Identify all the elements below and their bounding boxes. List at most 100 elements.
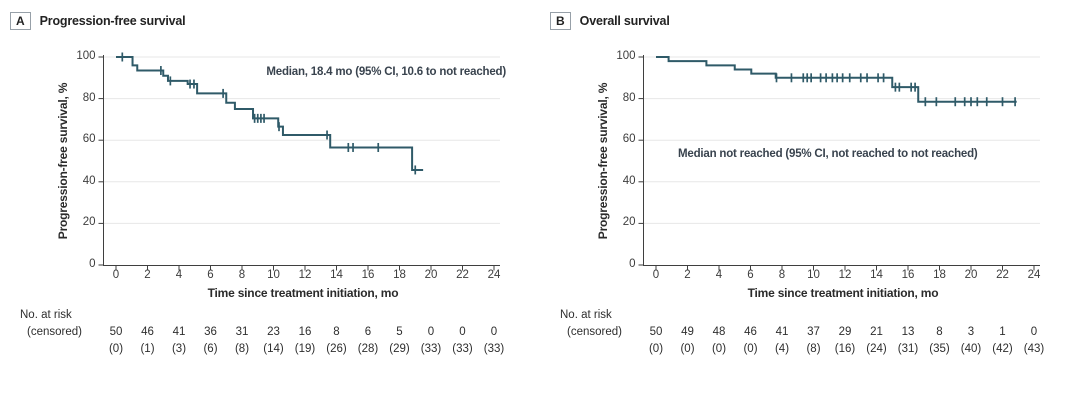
censored-count: (31) <box>897 343 919 355</box>
censored-count: (8) <box>234 343 250 355</box>
at-risk-count: 41 <box>775 326 789 338</box>
y-tick-label: 0 <box>629 258 636 270</box>
censored-count: (14) <box>263 343 284 355</box>
censored-count: (26) <box>326 343 347 355</box>
survival-curve <box>116 56 424 171</box>
x-tick-label: 8 <box>778 269 786 281</box>
censored-count: (33) <box>452 343 473 355</box>
censored-count: (43) <box>1023 343 1045 355</box>
x-tick-label: 8 <box>238 269 246 281</box>
y-tick-label: 80 <box>622 91 636 104</box>
at-risk-count: 50 <box>109 326 123 338</box>
x-tick-label: 24 <box>487 269 501 281</box>
x-tick-label: 4 <box>715 269 723 281</box>
x-tick-label: 16 <box>901 269 915 281</box>
y-tick-label: 60 <box>82 133 96 146</box>
at-risk-count: 16 <box>298 326 312 338</box>
censored-count: (33) <box>483 343 505 355</box>
panel-letter-badge: B <box>550 12 571 30</box>
censored-count: (16) <box>834 343 856 355</box>
censored-count: (35) <box>929 343 950 355</box>
at-risk-count: 29 <box>838 326 852 338</box>
risk-table-header: No. at risk <box>20 309 72 321</box>
at-risk-count: 8 <box>333 326 340 338</box>
x-tick-label: 20 <box>964 269 978 281</box>
at-risk-count: 48 <box>712 326 726 338</box>
x-tick-label: 12 <box>838 269 852 281</box>
at-risk-count: 37 <box>807 326 820 338</box>
x-axis-title: Time since treatment initiation, mo <box>207 286 399 300</box>
censored-count: (40) <box>960 343 982 355</box>
x-tick-label: 2 <box>684 269 691 281</box>
y-tick-label: 40 <box>82 174 96 187</box>
at-risk-count: 0 <box>427 326 435 338</box>
censored-count: (0) <box>711 343 727 355</box>
censored-count: (4) <box>774 343 790 355</box>
panel-title: Progression-free survival <box>39 14 186 28</box>
x-axis-title: Time since treatment initiation, mo <box>747 286 939 300</box>
x-tick-label: 6 <box>207 269 214 281</box>
x-tick-label: 14 <box>870 269 883 281</box>
x-tick-label: 16 <box>361 269 375 281</box>
at-risk-count: 0 <box>490 326 498 338</box>
censored-count: (19) <box>294 343 316 355</box>
at-risk-count: 1 <box>999 326 1006 338</box>
censored-count: (29) <box>389 343 410 355</box>
at-risk-count: 0 <box>459 326 466 338</box>
y-tick-label: 20 <box>82 216 96 229</box>
at-risk-count: 8 <box>936 326 943 338</box>
median-annotation: Median, 18.4 mo (95% CI, 10.6 to not rea… <box>266 66 506 78</box>
x-tick-label: 6 <box>747 269 754 281</box>
x-tick-label: 14 <box>330 269 343 281</box>
y-tick-label: 80 <box>82 91 96 104</box>
censored-count: (3) <box>171 343 187 355</box>
x-tick-label: 20 <box>424 269 438 281</box>
x-tick-label: 4 <box>175 269 183 281</box>
km-plot-svg <box>98 52 500 271</box>
median-annotation: Median not reached (95% CI, not reached … <box>678 148 978 160</box>
censored-count: (1) <box>140 343 155 355</box>
risk-table-header: No. at risk <box>560 309 612 321</box>
x-tick-label: 10 <box>267 269 280 281</box>
panel-header: B Overall survival <box>550 12 670 30</box>
km-plot-svg <box>638 55 1040 271</box>
panel-overall-survival: B Overall survival Progression-free surv… <box>540 0 1080 400</box>
at-risk-count: 6 <box>364 326 372 338</box>
at-risk-count: 13 <box>901 326 915 338</box>
x-tick-label: 0 <box>112 269 120 281</box>
at-risk-count: 23 <box>267 326 280 338</box>
at-risk-count: 46 <box>141 326 154 338</box>
censored-count: (0) <box>648 343 664 355</box>
y-tick-label: 40 <box>622 174 636 187</box>
risk-table-subheader: (censored) <box>27 326 82 338</box>
censored-count: (0) <box>108 343 124 355</box>
x-tick-label: 22 <box>996 269 1009 281</box>
y-tick-label: 100 <box>616 50 636 62</box>
at-risk-count: 50 <box>649 326 663 338</box>
censored-count: (28) <box>357 343 379 355</box>
x-tick-label: 10 <box>807 269 820 281</box>
at-risk-count: 0 <box>1030 326 1038 338</box>
x-tick-label: 18 <box>393 269 406 281</box>
censored-count: (33) <box>420 343 442 355</box>
panel-title: Overall survival <box>579 14 670 28</box>
y-tick-label: 60 <box>622 133 636 146</box>
at-risk-count: 21 <box>870 326 883 338</box>
panel-progression-free-survival: A Progression-free survival Progression-… <box>10 12 506 355</box>
at-risk-count: 3 <box>967 326 975 338</box>
x-tick-label: 12 <box>298 269 312 281</box>
censored-count: (0) <box>743 343 758 355</box>
censored-count: (8) <box>806 343 821 355</box>
x-tick-label: 18 <box>933 269 946 281</box>
at-risk-count: 36 <box>204 326 217 338</box>
y-tick-label: 100 <box>76 50 96 62</box>
x-tick-label: 0 <box>652 269 660 281</box>
at-risk-count: 31 <box>235 326 249 338</box>
at-risk-count: 46 <box>744 326 757 338</box>
censored-count: (24) <box>866 343 887 355</box>
at-risk-count: 5 <box>396 326 403 338</box>
risk-table-subheader: (censored) <box>567 326 622 338</box>
at-risk-count: 41 <box>172 326 186 338</box>
panel-letter-badge: A <box>10 12 31 30</box>
